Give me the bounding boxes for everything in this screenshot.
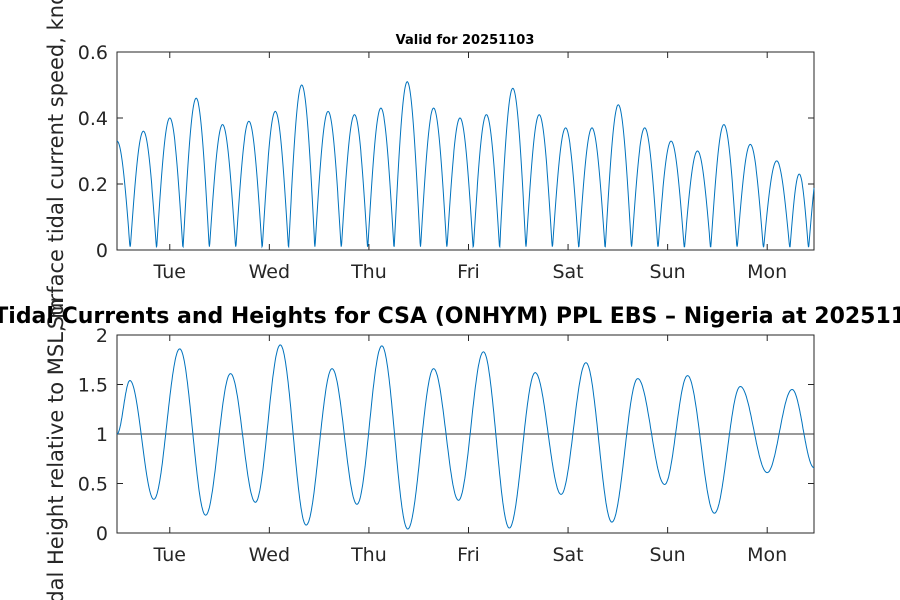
- current-speed-line: [116, 81, 815, 249]
- current-xtick-label: Fri: [457, 261, 480, 283]
- height-ytick-label: 2: [96, 325, 108, 347]
- chart-main-title: Tidal Currents and Heights for CSA (ONHY…: [0, 304, 900, 329]
- height-y-axis-label: Tidal Height relative to MSL, m: [44, 298, 68, 600]
- height-xtick-label: Fri: [457, 544, 480, 566]
- height-x-ticks: Tue Wed Thu Fri Sat Sun Mon: [153, 335, 787, 566]
- current-plot-title: Valid for 20251103: [396, 33, 535, 48]
- current-xtick-label: Wed: [249, 261, 290, 283]
- height-ytick-label: 0: [96, 523, 108, 545]
- height-xtick-label: Sat: [552, 544, 583, 566]
- height-ytick-label: 0.5: [78, 474, 108, 496]
- current-xtick-label: Thu: [350, 261, 387, 283]
- tidal-height-plot: 0 0.5 1 1.5 2 Tue Wed Thu Fri Sat Sun Mon Tidal Cu…: [0, 298, 900, 600]
- current-ytick-label: 0.2: [78, 174, 108, 196]
- current-ytick-label: 0.6: [78, 42, 108, 64]
- current-xtick-label: Mon: [747, 261, 787, 283]
- current-x-ticks: Tue Wed Thu Fri Sat Sun Mon: [153, 52, 787, 283]
- current-y-axis-label: Surface tidal current speed, knots: [44, 0, 68, 329]
- height-xtick-label: Thu: [350, 544, 387, 566]
- current-y-ticks: 0 0.2 0.4 0.6: [78, 42, 814, 262]
- current-ytick-label: 0: [96, 240, 108, 262]
- height-xtick-label: Wed: [249, 544, 290, 566]
- current-speed-plot: 0 0.2 0.4 0.6 Tue Wed Thu Fri Sat Sun Mon Valid f…: [44, 0, 815, 329]
- height-xtick-label: Tue: [153, 544, 186, 566]
- current-xtick-label: Sun: [650, 261, 686, 283]
- height-xtick-label: Sun: [650, 544, 686, 566]
- current-xtick-label: Tue: [153, 261, 186, 283]
- height-ytick-label: 1: [96, 424, 108, 446]
- current-xtick-label: Sat: [552, 261, 583, 283]
- current-plot-area: [116, 51, 815, 251]
- tidal-height-line: [116, 344, 815, 530]
- height-y-ticks: 0 0.5 1 1.5 2: [78, 325, 814, 545]
- current-ytick-label: 0.4: [78, 108, 108, 130]
- height-xtick-label: Mon: [747, 544, 787, 566]
- height-ytick-label: 1.5: [78, 375, 108, 397]
